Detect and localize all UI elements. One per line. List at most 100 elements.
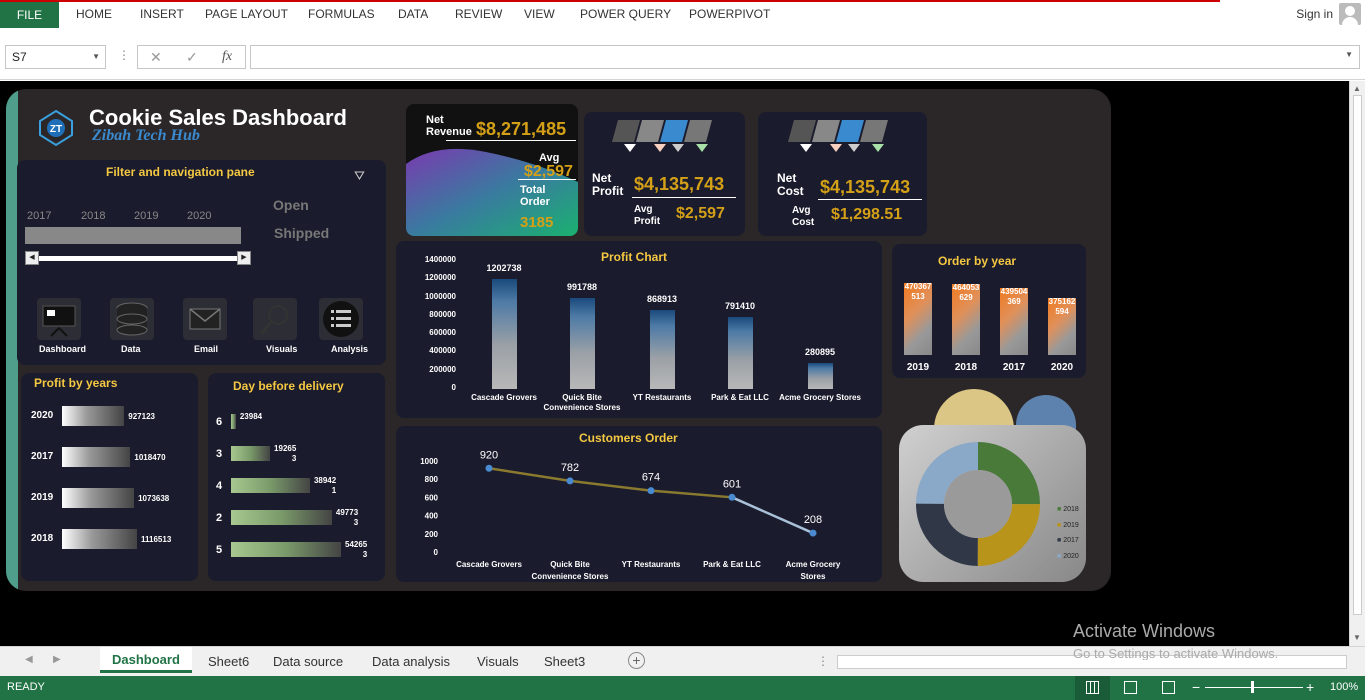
data-label: 280895 [804, 347, 836, 358]
sheet-tab-dashboard[interactable]: Dashboard [100, 647, 192, 673]
tab-page-layout[interactable]: PAGE LAYOUT [205, 7, 288, 21]
analysis-icon[interactable] [319, 298, 363, 340]
ribbon: FILE HOME INSERT PAGE LAYOUT FORMULAS DA… [0, 0, 1365, 30]
scroll-thumb[interactable] [1353, 95, 1362, 615]
zoom-out-icon[interactable]: − [1192, 679, 1201, 695]
scroll-left-icon[interactable]: ◀ [25, 251, 39, 265]
scroll-right-icon[interactable]: ▶ [237, 251, 251, 265]
timeline-year[interactable]: 2020 [187, 210, 212, 222]
data-label: 375162 594 [1042, 297, 1082, 317]
dashboard-nav-icon[interactable] [37, 298, 81, 340]
data-label-line: 1 [331, 486, 337, 495]
avg-profit-label-line1: Avg [634, 204, 653, 215]
scroll-up-icon[interactable]: ▲ [1353, 84, 1361, 93]
zoom-slider[interactable] [1205, 687, 1303, 688]
cost-label-line2: Cost [777, 184, 804, 198]
tab-review[interactable]: REVIEW [455, 7, 503, 21]
y-tick-label: 600000 [429, 328, 456, 338]
sheet-tab-sheet3[interactable]: Sheet3 [544, 654, 586, 669]
more-icon[interactable]: ⋮ [118, 48, 130, 62]
user-avatar-icon[interactable] [1339, 3, 1361, 25]
zoom-slider-thumb[interactable] [1251, 681, 1254, 693]
data-label-line: 375162 [1048, 296, 1076, 306]
name-box[interactable]: S7 ▼ [5, 45, 106, 69]
kpi-profit-card: Net Profit $4,135,743 Avg Profit $2,597 [584, 112, 745, 236]
sheet-tab-visuals[interactable]: Visuals [477, 654, 519, 669]
revenue-label: Net Revenue [426, 114, 472, 138]
visuals-icon[interactable] [253, 298, 297, 340]
x-tick-label: Cascade Grovers [471, 393, 537, 402]
donut-legend: ■ 2018 ■ 2019 ■ 2017 ■ 2020 [1057, 502, 1079, 564]
slicer-shipped[interactable]: Shipped [274, 225, 330, 241]
y-tick-label: 2018 [31, 533, 54, 544]
more-icon[interactable]: ⋮ [817, 654, 829, 668]
add-sheet-icon[interactable]: + [628, 652, 645, 669]
slicer-open[interactable]: Open [273, 197, 309, 213]
tab-view[interactable]: VIEW [524, 7, 555, 21]
series-line-segment [488, 467, 571, 483]
data-label: 868913 [646, 293, 678, 304]
delivery-bar [231, 510, 332, 525]
data-label-line: 464053 [952, 282, 980, 292]
nav-label-analysis[interactable]: Analysis [331, 344, 369, 354]
page-layout-icon[interactable] [1124, 681, 1137, 694]
x-tick-label: Park & Eat LLC [711, 393, 769, 402]
sheet-tab-data-source[interactable]: Data source [273, 654, 344, 669]
nav-label-email[interactable]: Email [194, 344, 219, 354]
tab-next-icon[interactable]: ▶ [53, 654, 61, 665]
sheet-tab-data-analysis[interactable]: Data analysis [372, 654, 451, 669]
sheet-tab-sheet6[interactable]: Sheet6 [208, 654, 250, 669]
sign-in-link[interactable]: Sign in [1296, 7, 1333, 21]
file-tab[interactable]: FILE [0, 2, 59, 28]
nav-label-data[interactable]: Data [121, 344, 141, 354]
enter-icon[interactable]: ✓ [186, 49, 198, 65]
legend-label: 2017 [1063, 537, 1079, 544]
data-point [566, 477, 574, 485]
tab-power-query[interactable]: POWER QUERY [580, 7, 672, 21]
timeline-year[interactable]: 2018 [81, 210, 106, 222]
data-label: 927123 [128, 412, 155, 421]
timeline-year[interactable]: 2017 [27, 210, 52, 222]
zoom-level[interactable]: 100% [1330, 681, 1359, 693]
formula-input[interactable]: ▼ [250, 45, 1360, 69]
tab-insert[interactable]: INSERT [140, 7, 184, 21]
nav-label-visuals[interactable]: Visuals [266, 344, 298, 354]
cancel-icon[interactable]: ✕ [150, 49, 162, 65]
profit-chart-title: Profit Chart [601, 250, 667, 264]
chevron-down-icon[interactable]: ▼ [92, 52, 100, 61]
timeline-year[interactable]: 2019 [134, 210, 159, 222]
tab-data[interactable]: DATA [398, 7, 429, 21]
cost-label-line1: Net [777, 171, 797, 185]
timeline-selection-bar[interactable] [25, 227, 241, 244]
tab-prev-icon[interactable]: ◀ [25, 654, 33, 665]
data-label: 782 [561, 462, 579, 474]
legend-label: 2020 [1063, 552, 1079, 560]
timeline-scrollbar[interactable]: ◀ ▶ [25, 251, 251, 265]
database-icon[interactable] [110, 298, 154, 340]
scroll-down-icon[interactable]: ▼ [1353, 633, 1361, 642]
zoom-in-icon[interactable]: + [1306, 679, 1315, 695]
x-tick-label: 2020 [1050, 362, 1074, 373]
email-icon[interactable] [183, 298, 227, 340]
data-label-line: 3 [362, 550, 368, 559]
data-label-line: 19265 [274, 444, 297, 453]
data-label: 54265 3 [345, 540, 367, 560]
tab-formulas[interactable]: FORMULAS [308, 7, 375, 21]
data-label: 791410 [724, 300, 756, 311]
cost-label: Net Cost [777, 172, 804, 198]
y-tick-label: 2020 [31, 410, 54, 421]
function-icon[interactable]: fx [222, 49, 233, 64]
tab-powerpivot[interactable]: POWERPIVOT [689, 7, 771, 21]
vertical-scrollbar[interactable]: ▲ ▼ [1349, 81, 1365, 646]
x-tick-label: YT Restaurants [632, 393, 692, 402]
svg-text:ZT: ZT [50, 124, 62, 135]
horizontal-scrollbar[interactable] [837, 655, 1347, 669]
clear-filter-icon[interactable]: ⛛ [354, 168, 365, 183]
formula-bar: S7 ▼ ⋮ ✕ ✓ fx ▼ [0, 30, 1365, 80]
data-point [728, 493, 736, 501]
nav-label-dashboard[interactable]: Dashboard [39, 344, 87, 354]
data-label: 1116513 [141, 535, 172, 544]
expand-icon[interactable]: ▼ [1345, 50, 1353, 59]
tab-home[interactable]: HOME [76, 7, 112, 21]
page-break-icon[interactable] [1162, 681, 1175, 694]
